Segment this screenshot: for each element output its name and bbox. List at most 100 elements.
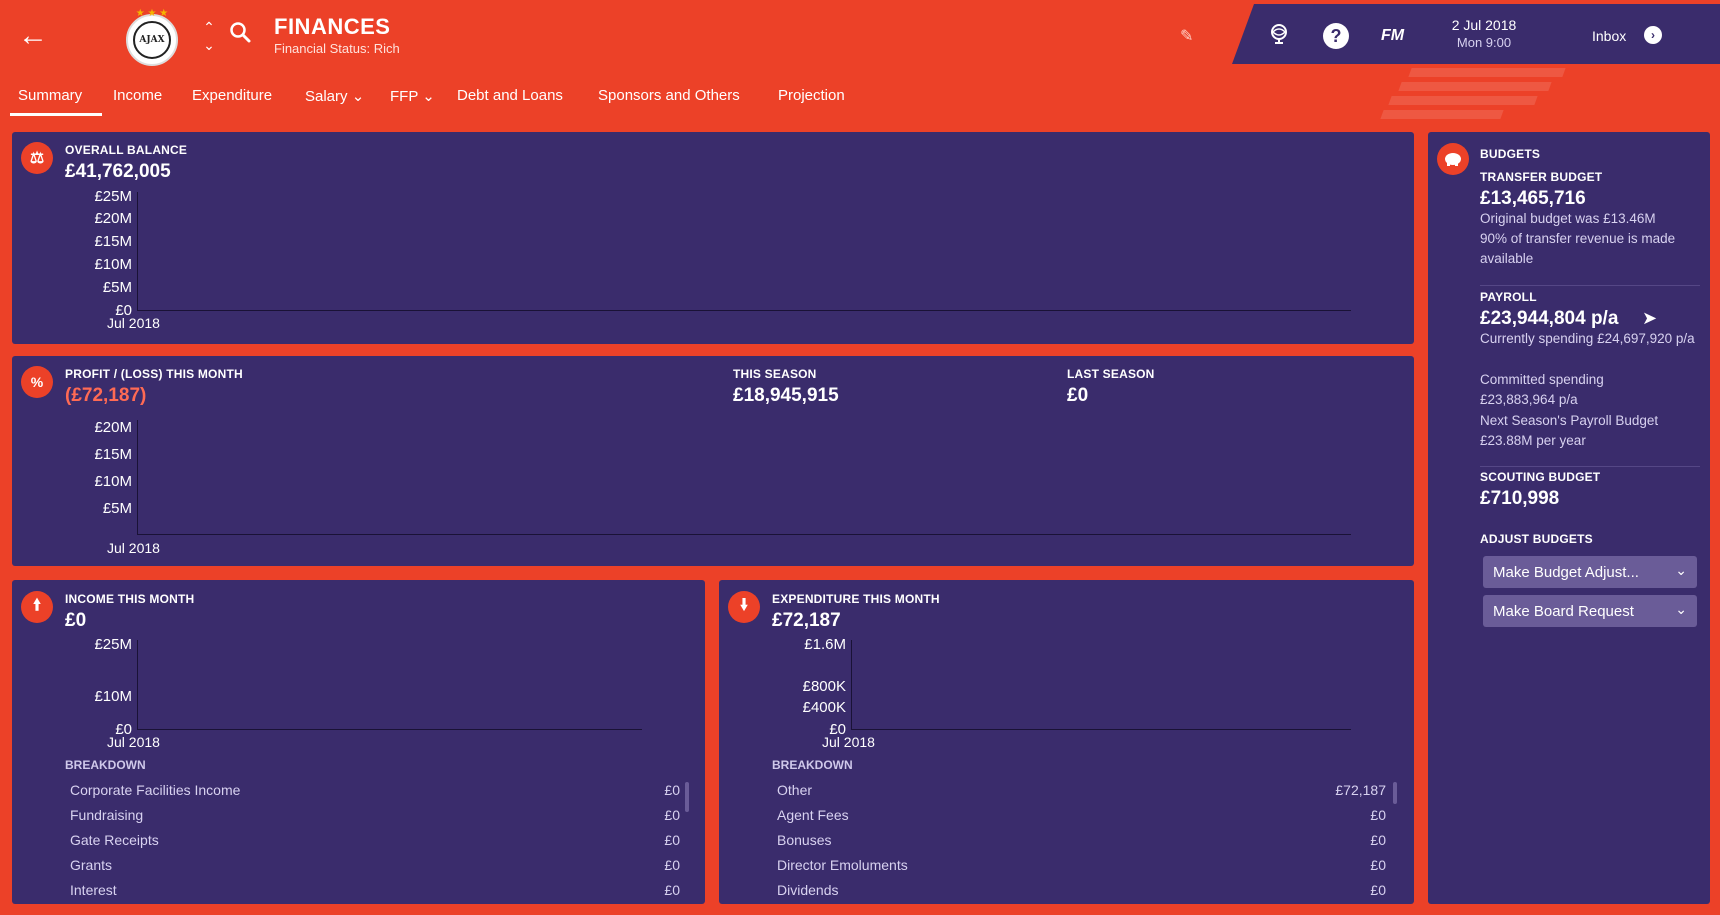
- y-tick: £800K: [802, 678, 846, 695]
- transfer-budget-value: £13,465,716: [1480, 188, 1586, 209]
- list-item-value: £0: [664, 782, 680, 798]
- tab-debt-and-loans[interactable]: Debt and Loans: [457, 87, 563, 104]
- x-tick: Jul 2018: [107, 734, 160, 750]
- payroll-current-spending: Currently spending £24,697,920 p/a: [1480, 331, 1695, 346]
- x-axis-line: [137, 729, 642, 730]
- y-tick: £10M: [94, 473, 132, 490]
- arrow-right-icon[interactable]: ›: [1644, 26, 1662, 44]
- scouting-budget-value: £710,998: [1480, 488, 1560, 509]
- income-value: £0: [65, 610, 87, 631]
- list-item-value: £0: [1370, 882, 1386, 898]
- list-item[interactable]: Bonuses: [777, 832, 832, 848]
- balance-scale-icon: ⚖: [21, 142, 53, 174]
- list-item[interactable]: Agent Fees: [777, 807, 849, 823]
- list-item-value: £72,187: [1335, 782, 1386, 798]
- inbox-label[interactable]: Inbox: [1592, 28, 1627, 44]
- income-label: INCOME THIS MONTH: [65, 592, 195, 606]
- list-item[interactable]: Other: [777, 782, 813, 798]
- y-tick: £15M: [94, 233, 132, 250]
- tab-ffp[interactable]: FFP ⌄: [390, 87, 435, 105]
- y-axis-line: [137, 420, 138, 534]
- list-item[interactable]: Gate Receipts: [70, 832, 159, 848]
- transfer-budget-label: TRANSFER BUDGET: [1480, 170, 1603, 184]
- top-right-bar: [1232, 4, 1720, 64]
- breakdown-label: BREAKDOWN: [65, 758, 146, 772]
- active-tab-indicator: [10, 113, 102, 116]
- tab-income[interactable]: Income: [113, 87, 163, 104]
- x-axis-line: [137, 534, 1351, 535]
- decorative-stripe: [1398, 82, 1552, 91]
- last-season-label: LAST SEASON: [1067, 367, 1155, 381]
- expenditure-label: EXPENDITURE THIS MONTH: [772, 592, 940, 606]
- decorative-stripe: [1380, 110, 1504, 119]
- y-axis-line: [137, 640, 138, 729]
- y-tick: £1.6M: [804, 636, 846, 653]
- list-item[interactable]: Interest: [70, 882, 117, 898]
- scrollbar[interactable]: [1393, 782, 1397, 804]
- scrollbar[interactable]: [685, 782, 689, 812]
- tab-salary-label: Salary: [305, 88, 348, 105]
- y-axis-line: [137, 192, 138, 310]
- pencil-icon[interactable]: ✎: [1180, 28, 1194, 45]
- x-tick: Jul 2018: [107, 315, 160, 331]
- list-item-value: £0: [664, 857, 680, 873]
- x-axis-line: [137, 310, 1351, 311]
- y-tick: £15M: [94, 446, 132, 463]
- make-board-request-button[interactable]: Make Board Request ⌄: [1483, 595, 1697, 627]
- make-board-request-label: Make Board Request: [1493, 602, 1634, 620]
- x-axis-line: [851, 729, 1351, 730]
- tab-projection[interactable]: Projection: [778, 87, 845, 104]
- y-tick: £0: [115, 721, 132, 738]
- game-time: Mon 9:00: [1456, 35, 1512, 50]
- arrow-down-icon: 🠛: [728, 591, 760, 623]
- overall-balance-label: OVERALL BALANCE: [65, 143, 188, 157]
- search-icon[interactable]: [228, 20, 258, 50]
- x-tick: Jul 2018: [107, 540, 160, 556]
- y-tick: £400K: [802, 699, 846, 716]
- list-item[interactable]: Dividends: [777, 882, 839, 898]
- chevron-down-icon: ⌄: [1675, 562, 1687, 578]
- transfer-revenue-note: 90% of transfer revenue is made availabl…: [1480, 231, 1676, 266]
- tab-summary[interactable]: Summary: [18, 87, 83, 104]
- list-item[interactable]: Corporate Facilities Income: [70, 782, 241, 798]
- mouse-cursor-icon: ➤: [1642, 308, 1658, 328]
- transfer-budget-note: Original budget was £13.46M: [1480, 211, 1656, 226]
- y-tick: £10M: [94, 256, 132, 273]
- profit-label: PROFIT / (LOSS) THIS MONTH: [65, 367, 243, 381]
- divider: [1480, 466, 1700, 467]
- arrow-up-icon: 🠙: [21, 591, 53, 623]
- fm-logo[interactable]: FM: [1381, 27, 1405, 44]
- profit-value: (£72,187): [65, 385, 147, 406]
- list-item[interactable]: Grants: [70, 857, 113, 873]
- overall-balance-value: £41,762,005: [65, 161, 171, 182]
- back-arrow-icon[interactable]: ←: [18, 19, 48, 52]
- globe-icon[interactable]: [1266, 22, 1292, 48]
- piggy-bank-icon: [1437, 143, 1469, 175]
- y-tick: £20M: [94, 419, 132, 436]
- tab-expenditure[interactable]: Expenditure: [192, 87, 273, 104]
- y-tick: £5M: [102, 279, 132, 296]
- budgets-panel: [1428, 132, 1710, 904]
- club-badge[interactable]: ★ ★ ★ AJAX: [126, 8, 178, 66]
- payroll-committed-spending: Committed spending £23,883,964 p/a: [1480, 372, 1604, 407]
- y-tick: £10M: [94, 688, 132, 705]
- adjust-budgets-label: ADJUST BUDGETS: [1480, 532, 1593, 546]
- tab-ffp-label: FFP: [390, 88, 419, 105]
- last-season-value: £0: [1067, 385, 1089, 406]
- decorative-stripe: [1408, 68, 1566, 77]
- y-tick: £0: [115, 302, 132, 319]
- breakdown-label: BREAKDOWN: [772, 758, 853, 772]
- header-bar: ← ★ ★ ★ AJAX ⌃ ⌄ FINANCES Financial Statu…: [0, 0, 1720, 120]
- list-item[interactable]: Director Emoluments: [777, 857, 908, 873]
- tab-salary[interactable]: Salary ⌄: [305, 87, 364, 105]
- tab-sponsors-and-others[interactable]: Sponsors and Others: [598, 87, 740, 104]
- list-item-value: £0: [1370, 832, 1386, 848]
- help-icon[interactable]: ?: [1323, 23, 1349, 49]
- list-item[interactable]: Fundraising: [70, 807, 144, 823]
- profit-panel: [12, 356, 1414, 566]
- x-tick: Jul 2018: [822, 734, 875, 750]
- y-tick: £20M: [94, 210, 132, 227]
- scouting-budget-label: SCOUTING BUDGET: [1480, 470, 1601, 484]
- chevron-up-down-icon[interactable]: ⌃ ⌄: [203, 19, 215, 53]
- make-budget-adjustment-button[interactable]: Make Budget Adjust... ⌄: [1483, 556, 1697, 588]
